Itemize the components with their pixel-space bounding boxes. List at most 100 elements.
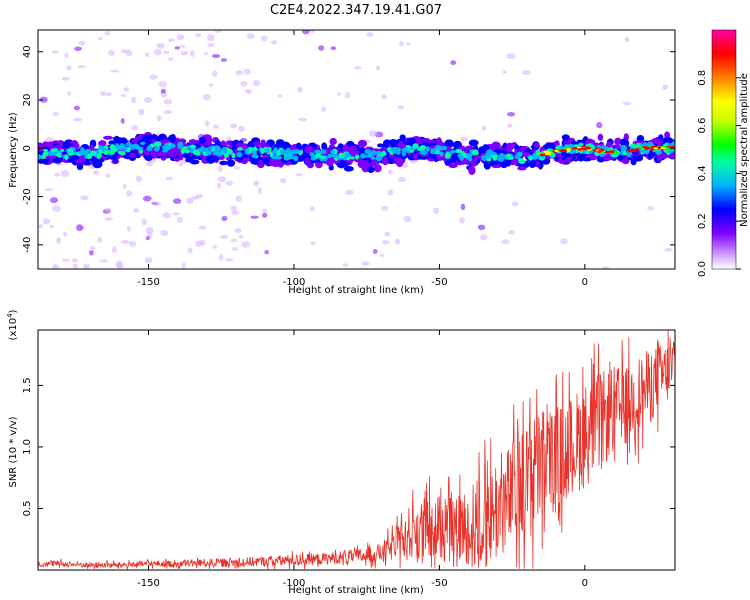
spectrogram-noise-blob [191,196,199,200]
spectrogram-noise-blob [111,246,117,254]
spectrogram-noise-blob [459,136,468,142]
spectrogram-noise-blob [105,207,111,214]
spectrogram-core-blob [315,153,321,157]
spectrogram-noise-blob [214,30,222,33]
spectrogram-noise-blob [241,241,251,248]
spectrogram-noise-blob [479,234,488,241]
spectrogram-core-blob [244,148,250,153]
spectrogram-core-blob [499,152,505,159]
spectrogram-core-blob [329,149,335,155]
spectrogram-core-blob [434,144,441,151]
spectrogram-core-blob [182,146,188,150]
spectrogram-noise-blob [521,70,531,76]
snr-panel: -150 -100 -50 0 0.5 1.0 1.5 Height of straigh… [6,309,676,596]
spectrogram-panel: -150 -100 -50 0 -40 -20 0 20 40 Height of strai… [8,29,676,296]
spectrogram-y-axis-label: Frequency (Hz) [8,112,19,188]
spectrogram-noise-blob [387,189,394,196]
spectrogram-x-ticks: -150 -100 -50 0 [137,30,588,288]
spectrogram-core-blob [208,146,213,150]
spectrogram-band-blob [647,150,654,160]
spectrogram-band-blob [491,143,500,149]
spectrogram-noise-blob [460,203,466,210]
spectrogram-core-blob [439,151,444,157]
spectrogram-noise-blob [207,43,215,48]
spectrogram-core-blob [611,152,619,158]
spectrogram-band-blob [367,166,375,173]
spectrogram-band-blob [444,139,454,149]
spectrogram-noise-blob [366,139,371,143]
spectrogram-band-blob [663,136,673,145]
spectrogram-noise-blob [174,46,181,50]
spectrogram-x-tick-label: -100 [283,277,306,288]
spectrogram-band-blob [387,159,395,164]
spectrogram-core-blob [103,150,109,155]
spectrogram-peak-blob [639,147,644,150]
spectrogram-band-blob [340,161,349,168]
spectrogram-band-blob [636,134,645,142]
colorbar-tick-label: 0.0 [697,261,708,277]
spectrogram-noise-blob [165,176,174,181]
spectrogram-band-blob [373,164,382,173]
spectrogram-noise-blob [230,123,238,129]
snr-x-tick-label: -150 [137,578,160,589]
spectrogram-noise-blob [235,195,243,202]
spectrogram-noise-blob [77,64,86,69]
spectrogram-noise-blob [64,52,69,58]
spectrogram-peak-blob [609,151,615,154]
spectrogram-noise-blob [501,239,510,245]
spectrogram-noise-blob [176,216,183,223]
spectrogram-core-blob [284,155,289,161]
spectrogram-core-blob [401,150,407,157]
spectrogram-band-blob [304,157,311,165]
spectrogram-band-blob [205,155,216,164]
spectrogram-core-blob [109,144,116,150]
spectrogram-core-blob [136,146,144,151]
spectrogram-noise-blob [212,124,220,129]
spectrogram-band-blob [134,136,142,141]
spectrogram-core-blob [319,155,326,159]
spectrogram-peak-blob [540,153,545,157]
spectrogram-core-blob [42,151,50,157]
spectrogram-noise-blob [120,93,127,98]
spectrogram-noise-blob [250,215,259,219]
spectrogram-noise-blob [246,33,255,40]
spectrogram-noise-blob [133,208,140,213]
spectrogram-noise-blob [67,91,72,96]
spectrogram-noise-blob [92,170,100,175]
spectrogram-noise-blob [56,236,62,244]
spectrogram-core-blob [609,147,614,151]
spectrogram-band-blob [464,145,474,151]
spectrogram-core-blob [222,149,228,154]
spectrogram-noise-blob [138,108,145,116]
spectrogram-core-blob [177,141,184,148]
spectrogram-noise-blob [205,120,210,127]
spectrogram-noise-blob [279,177,287,184]
spectrogram-core-blob [327,153,333,159]
spectrogram-core-blob [47,150,54,156]
spectrogram-noise-blob [217,176,227,183]
spectrogram-band-blob [614,137,622,146]
spectrogram-noise-blob [105,173,111,178]
spectrogram-band-blob [47,141,54,148]
spectrogram-core-blob [459,155,465,161]
spectrogram-core-blob [154,141,162,147]
spectrogram-noise-blob [181,262,186,269]
spectrogram-band-blob [329,137,337,146]
spectrogram-noise-blob [397,176,406,183]
spectrogram-noise-blob [235,69,244,76]
snr-scale-suffix: ) [8,309,19,313]
spectrogram-noise-blob [126,225,131,232]
spectrogram-core-blob [505,153,512,158]
spectrogram-peak-blob [579,148,587,151]
spectrogram-noise-blob [202,93,211,101]
spectrogram-noise-blob [135,175,143,183]
spectrogram-noise-blob [405,42,411,46]
spectrogram-noise-blob [162,50,170,54]
spectrogram-noise-blob [76,224,84,232]
spectrogram-band-blob [328,165,334,171]
spectrogram-noise-blob [180,50,189,56]
spectrogram-noise-blob [233,166,241,170]
spectrogram-noise-blob [128,240,137,247]
spectrogram-peak-blob [562,149,568,153]
spectrogram-band-blob [602,154,612,161]
